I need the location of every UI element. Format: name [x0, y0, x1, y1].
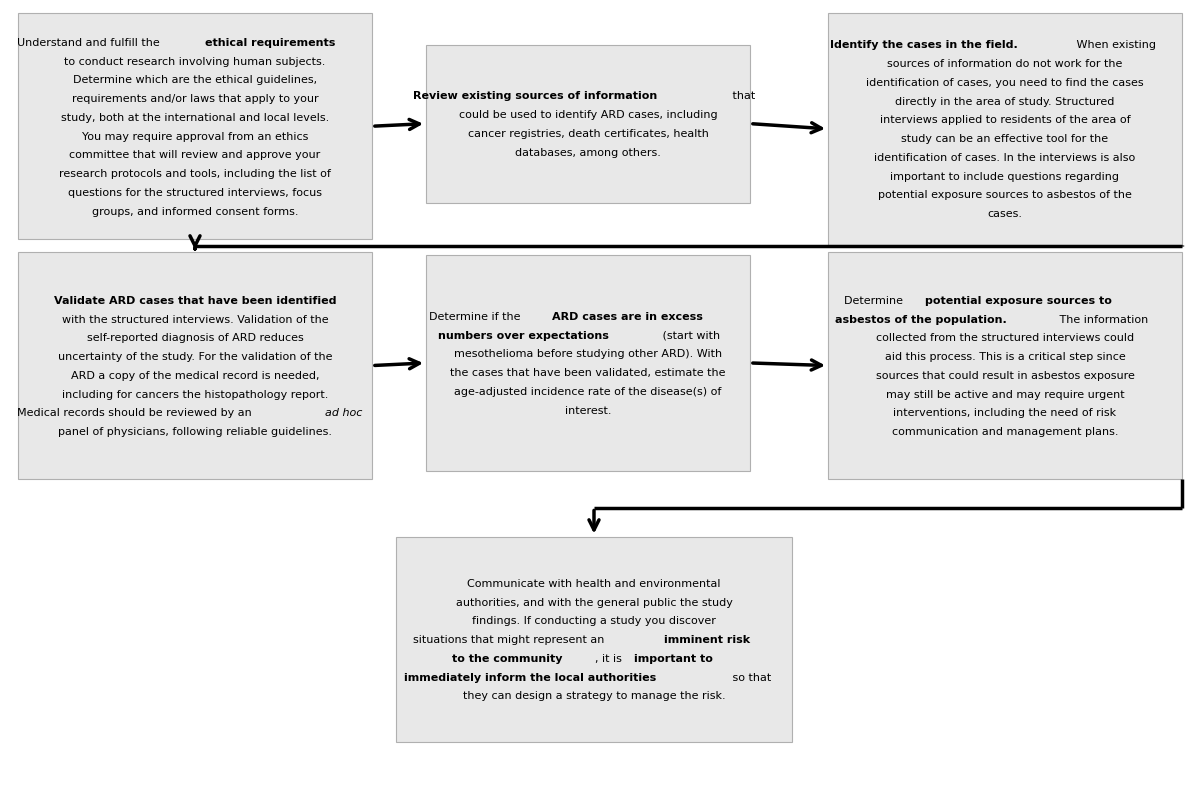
Text: Validate ARD cases that have been identified: Validate ARD cases that have been identi… [54, 296, 336, 306]
Text: findings. If conducting a study you discover: findings. If conducting a study you disc… [472, 616, 716, 626]
Text: potential exposure sources to asbestos of the: potential exposure sources to asbestos o… [878, 190, 1132, 200]
Text: groups, and informed consent forms.: groups, and informed consent forms. [91, 207, 299, 217]
Text: Determine: Determine [844, 296, 907, 306]
Bar [18, 13, 372, 239]
Text: authorities, and with the general public the study: authorities, and with the general public… [456, 597, 732, 608]
Text: to the community: to the community [452, 654, 563, 664]
Text: research protocols and tools, including the list of: research protocols and tools, including … [59, 169, 331, 179]
Text: collected from the structured interviews could: collected from the structured interviews… [876, 334, 1134, 343]
Text: interviews applied to residents of the area of: interviews applied to residents of the a… [880, 115, 1130, 125]
Bar [18, 252, 372, 479]
Text: aid this process. This is a critical step since: aid this process. This is a critical ste… [884, 352, 1126, 362]
Text: numbers over expectations: numbers over expectations [438, 331, 610, 341]
Text: Medical records should be reviewed by an: Medical records should be reviewed by an [17, 409, 256, 418]
Text: immediately inform the local authorities: immediately inform the local authorities [404, 672, 656, 682]
Text: study, both at the international and local levels.: study, both at the international and loc… [61, 113, 329, 123]
Text: committee that will review and approve your: committee that will review and approve y… [70, 151, 320, 160]
Text: ARD a copy of the medical record is needed,: ARD a copy of the medical record is need… [71, 371, 319, 381]
Text: could be used to identify ARD cases, including: could be used to identify ARD cases, inc… [458, 110, 718, 120]
Text: (start with: (start with [659, 331, 720, 341]
Text: including for cancers the histopathology report.: including for cancers the histopathology… [62, 390, 328, 400]
Text: important to: important to [634, 654, 713, 664]
Bar [828, 252, 1182, 479]
Text: with the structured interviews. Validation of the: with the structured interviews. Validati… [61, 315, 329, 324]
Text: requirements and/or laws that apply to your: requirements and/or laws that apply to y… [72, 94, 318, 104]
Bar [828, 13, 1182, 245]
Text: age-adjusted incidence rate of the disease(s) of: age-adjusted incidence rate of the disea… [455, 387, 721, 397]
Text: When existing: When existing [1073, 40, 1156, 50]
Text: they can design a strategy to manage the risk.: they can design a strategy to manage the… [463, 691, 725, 701]
Text: You may require approval from an ethics: You may require approval from an ethics [82, 132, 308, 141]
Text: that: that [728, 92, 755, 102]
Text: important to include questions regarding: important to include questions regarding [890, 172, 1120, 181]
Text: sources that could result in asbestos exposure: sources that could result in asbestos ex… [876, 371, 1134, 381]
Text: the cases that have been validated, estimate the: the cases that have been validated, esti… [450, 368, 726, 378]
Text: identification of cases. In the interviews is also: identification of cases. In the intervie… [875, 153, 1135, 163]
Bar [396, 537, 792, 742]
Text: interest.: interest. [565, 406, 611, 416]
Text: identification of cases, you need to find the cases: identification of cases, you need to fin… [866, 78, 1144, 88]
Text: Understand and fulfill the: Understand and fulfill the [17, 38, 163, 48]
Text: to conduct research involving human subjects.: to conduct research involving human subj… [65, 57, 325, 66]
Text: situations that might represent an: situations that might represent an [413, 635, 607, 645]
Text: Determine which are the ethical guidelines,: Determine which are the ethical guidelin… [73, 75, 317, 85]
Text: interventions, including the need of risk: interventions, including the need of ris… [894, 409, 1116, 418]
Text: self-reported diagnosis of ARD reduces: self-reported diagnosis of ARD reduces [86, 334, 304, 343]
Text: panel of physicians, following reliable guidelines.: panel of physicians, following reliable … [58, 427, 332, 437]
Text: sources of information do not work for the: sources of information do not work for t… [887, 59, 1123, 69]
Text: Determine if the: Determine if the [430, 312, 524, 322]
Text: ARD cases are in excess: ARD cases are in excess [552, 312, 703, 322]
Text: directly in the area of study. Structured: directly in the area of study. Structure… [895, 97, 1115, 107]
Text: communication and management plans.: communication and management plans. [892, 427, 1118, 437]
Text: uncertainty of the study. For the validation of the: uncertainty of the study. For the valida… [58, 352, 332, 362]
Text: ethical requirements: ethical requirements [205, 38, 336, 48]
Bar [426, 45, 750, 203]
Text: databases, among others.: databases, among others. [515, 148, 661, 158]
Text: imminent risk: imminent risk [664, 635, 750, 645]
Text: may still be active and may require urgent: may still be active and may require urge… [886, 390, 1124, 400]
Text: study can be an effective tool for the: study can be an effective tool for the [901, 134, 1109, 144]
Text: mesothelioma before studying other ARD). With: mesothelioma before studying other ARD).… [454, 350, 722, 360]
Text: , it is: , it is [595, 654, 625, 664]
Text: Communicate with health and environmental: Communicate with health and environmenta… [467, 579, 721, 589]
Text: so that: so that [730, 672, 772, 682]
Text: questions for the structured interviews, focus: questions for the structured interviews,… [68, 188, 322, 198]
Text: cases.: cases. [988, 209, 1022, 219]
Text: The information: The information [1056, 315, 1148, 324]
Text: potential exposure sources to: potential exposure sources to [925, 296, 1111, 306]
Text: Identify the cases in the field.: Identify the cases in the field. [830, 40, 1018, 50]
Bar [426, 255, 750, 471]
Text: asbestos of the population.: asbestos of the population. [835, 315, 1007, 324]
Text: ad hoc: ad hoc [324, 409, 362, 418]
Text: cancer registries, death certificates, health: cancer registries, death certificates, h… [468, 129, 708, 139]
Text: Review existing sources of information: Review existing sources of information [414, 92, 658, 102]
